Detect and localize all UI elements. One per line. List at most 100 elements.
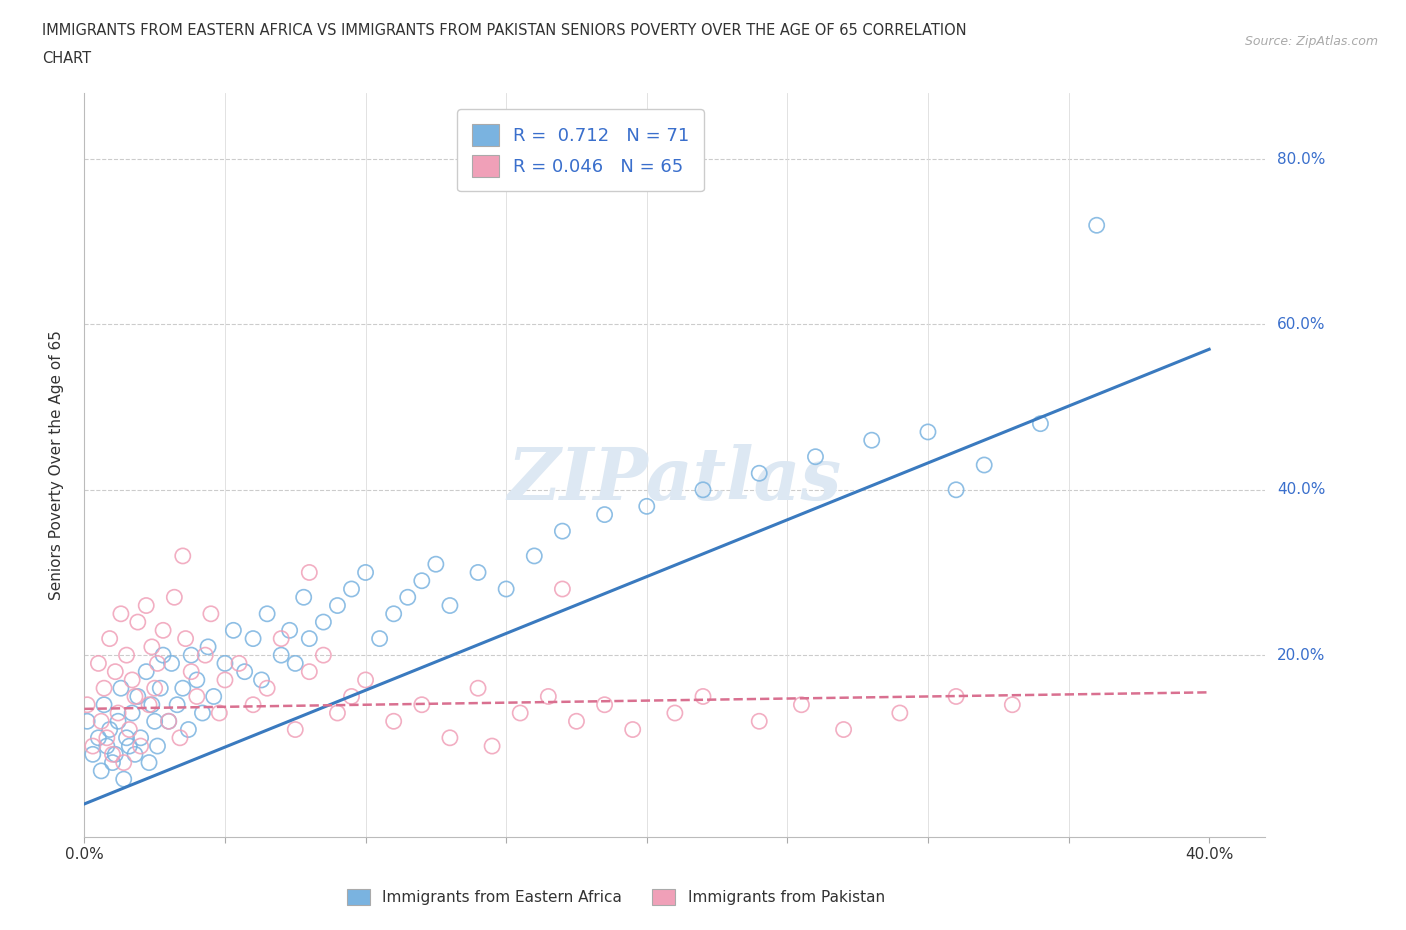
Text: 20.0%: 20.0% bbox=[1277, 647, 1326, 663]
Point bbox=[98, 722, 121, 737]
Point bbox=[186, 689, 208, 704]
Text: IMMIGRANTS FROM EASTERN AFRICA VS IMMIGRANTS FROM PAKISTAN SENIORS POVERTY OVER : IMMIGRANTS FROM EASTERN AFRICA VS IMMIGR… bbox=[42, 23, 967, 38]
Point bbox=[157, 714, 180, 729]
Point bbox=[76, 714, 98, 729]
Point bbox=[200, 606, 222, 621]
Point bbox=[104, 747, 127, 762]
Point bbox=[509, 706, 531, 721]
Point bbox=[129, 730, 152, 745]
Point bbox=[135, 598, 157, 613]
Point bbox=[152, 623, 174, 638]
Point bbox=[523, 549, 546, 564]
Point bbox=[551, 581, 574, 596]
Point bbox=[298, 664, 321, 679]
Point bbox=[90, 714, 112, 729]
Point bbox=[138, 698, 160, 712]
Point bbox=[76, 698, 98, 712]
Point bbox=[284, 722, 307, 737]
Point bbox=[292, 590, 315, 604]
Point bbox=[110, 681, 132, 696]
Point bbox=[832, 722, 855, 737]
Point bbox=[326, 706, 349, 721]
Point bbox=[636, 498, 658, 513]
Point bbox=[174, 631, 197, 646]
Point bbox=[107, 706, 129, 721]
Point bbox=[104, 664, 127, 679]
Point bbox=[172, 681, 194, 696]
Point bbox=[804, 449, 827, 464]
Point bbox=[141, 640, 163, 655]
Text: 60.0%: 60.0% bbox=[1277, 317, 1326, 332]
Point bbox=[270, 647, 292, 662]
Point bbox=[112, 755, 135, 770]
Point bbox=[1029, 417, 1052, 432]
Point bbox=[340, 689, 363, 704]
Point bbox=[467, 681, 489, 696]
Point bbox=[621, 722, 644, 737]
Point bbox=[146, 738, 169, 753]
Point bbox=[368, 631, 391, 646]
Point bbox=[82, 747, 104, 762]
Point bbox=[298, 565, 321, 580]
Point bbox=[312, 647, 335, 662]
Point bbox=[143, 714, 166, 729]
Point bbox=[425, 557, 447, 572]
Point bbox=[121, 672, 143, 687]
Point bbox=[160, 656, 183, 671]
Point bbox=[354, 672, 377, 687]
Text: 80.0%: 80.0% bbox=[1277, 152, 1326, 166]
Point bbox=[101, 747, 124, 762]
Point bbox=[110, 606, 132, 621]
Point bbox=[748, 466, 770, 481]
Point bbox=[382, 606, 405, 621]
Point bbox=[396, 590, 419, 604]
Point bbox=[411, 698, 433, 712]
Point bbox=[242, 698, 264, 712]
Point bbox=[565, 714, 588, 729]
Point bbox=[191, 706, 214, 721]
Point bbox=[551, 524, 574, 538]
Point bbox=[202, 689, 225, 704]
Legend: Immigrants from Eastern Africa, Immigrants from Pakistan: Immigrants from Eastern Africa, Immigran… bbox=[340, 883, 891, 911]
Point bbox=[214, 656, 236, 671]
Point bbox=[157, 714, 180, 729]
Point bbox=[222, 623, 245, 638]
Text: CHART: CHART bbox=[42, 51, 91, 66]
Point bbox=[298, 631, 321, 646]
Point bbox=[467, 565, 489, 580]
Point bbox=[118, 738, 141, 753]
Point bbox=[194, 647, 217, 662]
Point bbox=[214, 672, 236, 687]
Point bbox=[127, 689, 149, 704]
Text: 40.0%: 40.0% bbox=[1277, 483, 1326, 498]
Point bbox=[112, 772, 135, 787]
Point bbox=[98, 631, 121, 646]
Point bbox=[692, 483, 714, 498]
Point bbox=[973, 458, 995, 472]
Point bbox=[166, 698, 188, 712]
Point bbox=[129, 738, 152, 753]
Point bbox=[945, 689, 967, 704]
Point bbox=[96, 738, 118, 753]
Point bbox=[228, 656, 250, 671]
Point bbox=[208, 706, 231, 721]
Point bbox=[256, 606, 278, 621]
Point bbox=[593, 507, 616, 522]
Point bbox=[664, 706, 686, 721]
Point bbox=[169, 730, 191, 745]
Point bbox=[152, 647, 174, 662]
Point bbox=[186, 672, 208, 687]
Point bbox=[495, 581, 517, 596]
Point bbox=[748, 714, 770, 729]
Point bbox=[354, 565, 377, 580]
Point bbox=[107, 714, 129, 729]
Point bbox=[172, 549, 194, 564]
Point bbox=[250, 672, 273, 687]
Point bbox=[1001, 698, 1024, 712]
Point bbox=[692, 689, 714, 704]
Point bbox=[135, 664, 157, 679]
Point bbox=[118, 722, 141, 737]
Point bbox=[90, 764, 112, 778]
Point bbox=[127, 615, 149, 630]
Point bbox=[101, 755, 124, 770]
